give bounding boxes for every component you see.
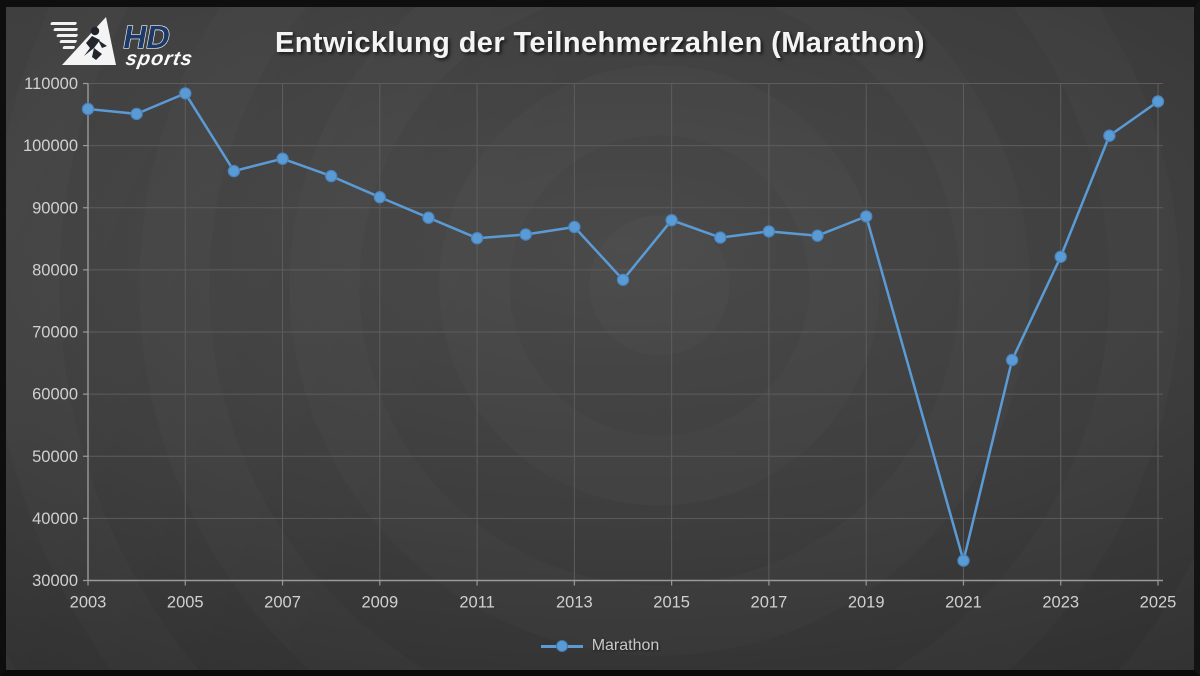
data-point-2025: [1151, 95, 1165, 108]
y-tick-label: 50000: [32, 448, 78, 466]
data-point-2010: [422, 211, 435, 224]
data-point-2003: [81, 102, 95, 116]
y-tick-label: 90000: [32, 199, 78, 217]
y-tick-label: 70000: [32, 324, 78, 342]
x-tick-label: 2025: [1140, 594, 1177, 612]
data-point-2016: [714, 231, 727, 244]
x-tick-label: 2007: [264, 594, 301, 612]
data-point-2018: [811, 229, 824, 242]
logo-speed-lines-icon: [50, 22, 78, 49]
data-point-2006: [227, 164, 241, 178]
data-point-2015: [665, 213, 678, 227]
y-tick-label: 110000: [24, 75, 78, 93]
y-tick-label: 100000: [23, 137, 78, 155]
chart-title: Entwicklung der Teilnehmerzahlen (Marath…: [275, 27, 925, 59]
legend: Marathon: [6, 637, 1194, 655]
x-tick-label: 2011: [459, 594, 494, 612]
data-point-2008: [325, 169, 338, 183]
x-tick-label: 2021: [945, 594, 982, 612]
data-point-2013: [568, 220, 581, 234]
y-tick-label: 60000: [32, 386, 78, 404]
data-point-2004: [130, 107, 143, 121]
data-point-2021: [957, 554, 970, 567]
x-tick-label: 2005: [167, 594, 204, 612]
logo-sports-text: sports: [124, 48, 192, 70]
data-point-2009: [373, 190, 386, 204]
data-point-2005: [179, 87, 192, 100]
x-tick-label: 2017: [751, 594, 788, 612]
x-tick-label: 2023: [1042, 594, 1079, 612]
data-point-2012: [519, 228, 532, 241]
y-tick-label: 40000: [32, 510, 78, 528]
chart-svg: 30000 40000 50000 60000 70000 80000 90000 10000…: [23, 75, 1177, 612]
x-tick-label: 2015: [653, 594, 690, 612]
legend-label: Marathon: [591, 637, 660, 654]
logo-hd-text: HD: [121, 19, 174, 55]
series-line-marathon: [86, 92, 1160, 562]
data-point-2019: [860, 210, 873, 223]
data-point-2014: [616, 273, 630, 286]
data-point-2017: [762, 225, 776, 238]
data-point-2024: [1103, 129, 1116, 142]
data-point-2023: [1054, 250, 1067, 263]
x-tick-label: 2019: [848, 594, 885, 612]
data-point-2022: [1005, 353, 1019, 367]
data-point-2007: [276, 152, 289, 165]
x-tick-label: 2003: [70, 594, 107, 612]
y-tick-label: 30000: [32, 572, 78, 590]
x-tick-label: 2013: [556, 594, 593, 612]
data-point-2011: [470, 231, 484, 245]
legend-marker-icon: [540, 640, 583, 652]
logo-runner-icon: [62, 17, 116, 65]
x-tick-label: 2009: [361, 594, 398, 612]
y-tick-label: 80000: [32, 261, 78, 279]
hdsports-logo: HD sports: [50, 17, 192, 70]
